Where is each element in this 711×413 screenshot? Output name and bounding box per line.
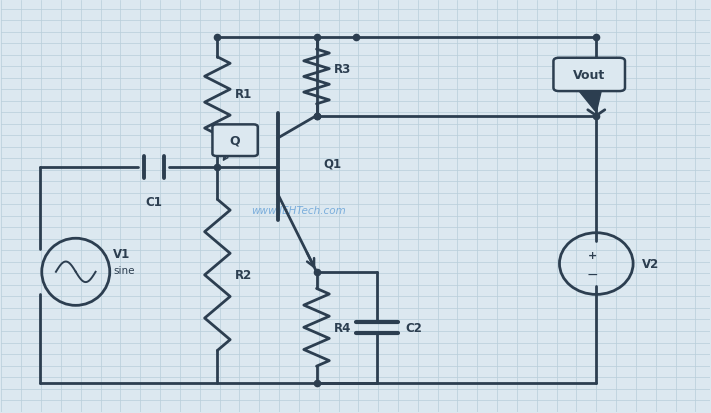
FancyBboxPatch shape	[213, 125, 258, 157]
Text: C1: C1	[145, 195, 162, 208]
Text: R4: R4	[334, 321, 352, 334]
Text: Q1: Q1	[324, 157, 342, 170]
Text: R2: R2	[235, 269, 252, 282]
Text: www.JEHTech.com: www.JEHTech.com	[252, 206, 346, 216]
Text: C2: C2	[405, 321, 422, 334]
Text: −: −	[587, 267, 599, 281]
Text: Vout: Vout	[573, 69, 605, 82]
Text: R1: R1	[235, 88, 252, 101]
Text: Q: Q	[230, 134, 240, 147]
Text: V1: V1	[113, 247, 130, 260]
Text: sine: sine	[113, 265, 134, 275]
Text: +: +	[588, 250, 597, 260]
Polygon shape	[577, 88, 602, 113]
Text: R3: R3	[334, 63, 351, 76]
Text: V2: V2	[641, 257, 659, 271]
FancyBboxPatch shape	[553, 59, 625, 92]
